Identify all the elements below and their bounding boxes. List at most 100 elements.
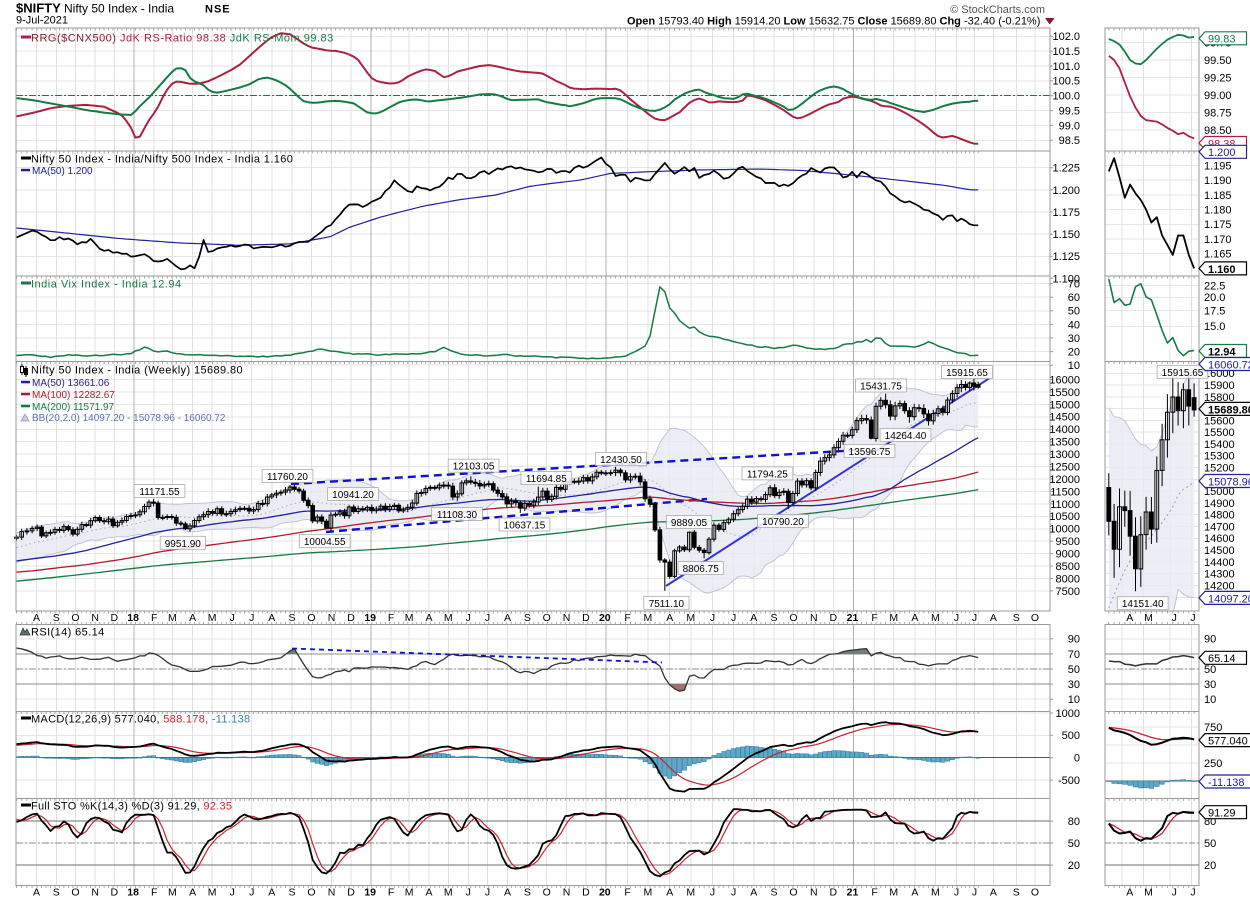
svg-text:M: M bbox=[168, 612, 177, 624]
svg-text:15800: 15800 bbox=[1204, 392, 1235, 404]
svg-text:M: M bbox=[644, 612, 653, 624]
svg-text:15600: 15600 bbox=[1204, 415, 1235, 427]
svg-text:A: A bbox=[425, 887, 432, 899]
svg-text:J: J bbox=[954, 612, 959, 624]
svg-text:20: 20 bbox=[1204, 860, 1216, 872]
svg-text:1.175: 1.175 bbox=[1052, 207, 1080, 219]
svg-text:98.75: 98.75 bbox=[1204, 107, 1232, 119]
svg-text:20: 20 bbox=[599, 887, 611, 899]
svg-text:J: J bbox=[1190, 887, 1195, 899]
svg-text:N: N bbox=[328, 887, 336, 899]
svg-text:MA(50) 13661.06: MA(50) 13661.06 bbox=[32, 378, 110, 389]
svg-text:A: A bbox=[750, 612, 757, 624]
svg-text:65.14: 65.14 bbox=[1208, 653, 1236, 665]
svg-text:J: J bbox=[466, 887, 471, 899]
svg-text:14500: 14500 bbox=[1049, 412, 1080, 424]
svg-text:12430.50: 12430.50 bbox=[600, 455, 642, 466]
svg-text:20.0: 20.0 bbox=[1204, 292, 1225, 304]
svg-text:D: D bbox=[111, 612, 119, 624]
svg-text:F: F bbox=[388, 612, 394, 624]
svg-text:80: 80 bbox=[1068, 816, 1080, 828]
svg-text:O: O bbox=[1031, 887, 1039, 899]
svg-text:O: O bbox=[1031, 612, 1039, 624]
svg-text:1.195: 1.195 bbox=[1204, 160, 1232, 172]
svg-text:© StockCharts.com: © StockCharts.com bbox=[950, 4, 1045, 16]
svg-text:O: O bbox=[307, 887, 315, 899]
svg-text:1.180: 1.180 bbox=[1204, 204, 1232, 216]
svg-text:90: 90 bbox=[1204, 634, 1216, 646]
svg-text:14500: 14500 bbox=[1204, 545, 1235, 557]
svg-text:9000: 9000 bbox=[1056, 548, 1080, 560]
svg-text:D: D bbox=[830, 887, 838, 899]
svg-text:F: F bbox=[871, 887, 877, 899]
svg-text:10000: 10000 bbox=[1049, 524, 1080, 536]
svg-text:O: O bbox=[543, 887, 551, 899]
svg-text:J: J bbox=[249, 887, 254, 899]
svg-text:J: J bbox=[972, 887, 977, 899]
svg-text:1.160: 1.160 bbox=[1208, 264, 1236, 276]
svg-text:17.5: 17.5 bbox=[1204, 306, 1225, 318]
svg-text:20: 20 bbox=[599, 612, 611, 624]
svg-text:98.50: 98.50 bbox=[1204, 125, 1232, 137]
svg-text:9-Jul-2021: 9-Jul-2021 bbox=[16, 14, 68, 26]
svg-text:15900: 15900 bbox=[1204, 380, 1235, 392]
svg-text:Full STO %K(14,3) %D(3) 91.29,: Full STO %K(14,3) %D(3) 91.29, 92.35 bbox=[31, 800, 232, 812]
svg-text:Nifty 50 Index - India/Nifty 5: Nifty 50 Index - India/Nifty 500 Index -… bbox=[31, 153, 293, 165]
svg-text:F: F bbox=[388, 887, 394, 899]
svg-text:7511.10: 7511.10 bbox=[649, 599, 685, 610]
svg-text:BB(20,2.0) 14097.20 - 15078.96: BB(20,2.0) 14097.20 - 15078.96 - 16060.7… bbox=[32, 413, 226, 424]
svg-text:MA(200) 11571.97: MA(200) 11571.97 bbox=[32, 402, 115, 413]
svg-text:M: M bbox=[444, 612, 453, 624]
svg-text:J: J bbox=[710, 887, 715, 899]
svg-text:India Vix Index - India 12.94: India Vix Index - India 12.94 bbox=[31, 278, 182, 290]
svg-text:1.170: 1.170 bbox=[1204, 234, 1232, 246]
svg-text:N: N bbox=[91, 612, 99, 624]
svg-text:9500: 9500 bbox=[1056, 536, 1080, 548]
svg-text:F: F bbox=[871, 612, 877, 624]
svg-text:30: 30 bbox=[1068, 679, 1080, 691]
svg-text:20: 20 bbox=[1068, 860, 1080, 872]
svg-text:1.200: 1.200 bbox=[1052, 185, 1080, 197]
svg-text:15500: 15500 bbox=[1204, 427, 1235, 439]
svg-text:O: O bbox=[543, 612, 551, 624]
svg-text:D: D bbox=[111, 887, 119, 899]
svg-text:MA(100) 12282.67: MA(100) 12282.67 bbox=[32, 390, 115, 401]
svg-text:11108.30: 11108.30 bbox=[437, 510, 478, 521]
svg-text:9951.90: 9951.90 bbox=[165, 539, 202, 550]
svg-text:A: A bbox=[33, 887, 40, 899]
svg-text:S: S bbox=[770, 612, 777, 624]
svg-text:M: M bbox=[686, 887, 695, 899]
svg-text:M: M bbox=[889, 887, 898, 899]
svg-text:14400: 14400 bbox=[1204, 557, 1235, 569]
svg-text:60: 60 bbox=[1068, 292, 1080, 304]
svg-text:15431.75: 15431.75 bbox=[860, 382, 902, 393]
svg-text:99.0: 99.0 bbox=[1059, 120, 1080, 132]
svg-text:1.225: 1.225 bbox=[1052, 163, 1080, 175]
svg-text:19: 19 bbox=[364, 612, 376, 624]
svg-text:15000: 15000 bbox=[1204, 486, 1235, 498]
svg-text:14600: 14600 bbox=[1204, 533, 1235, 545]
svg-text:99.25: 99.25 bbox=[1204, 72, 1232, 84]
svg-text:16000: 16000 bbox=[1049, 374, 1080, 386]
svg-text:J: J bbox=[954, 887, 959, 899]
svg-text:11171.55: 11171.55 bbox=[139, 487, 180, 498]
svg-text:101.5: 101.5 bbox=[1052, 46, 1080, 58]
svg-text:14700: 14700 bbox=[1204, 521, 1235, 533]
svg-text:N: N bbox=[563, 612, 571, 624]
svg-text:S: S bbox=[53, 887, 60, 899]
svg-text:19: 19 bbox=[364, 887, 376, 899]
svg-text:A: A bbox=[666, 887, 673, 899]
svg-text:M: M bbox=[208, 887, 217, 899]
svg-text:1.200: 1.200 bbox=[1208, 147, 1236, 159]
svg-text:250: 250 bbox=[1204, 758, 1222, 770]
svg-text:18: 18 bbox=[127, 887, 139, 899]
svg-text:11500: 11500 bbox=[1050, 486, 1080, 498]
svg-text:M: M bbox=[405, 887, 414, 899]
svg-text:J: J bbox=[485, 612, 490, 624]
svg-text:14264.40: 14264.40 bbox=[885, 431, 927, 442]
svg-text:J: J bbox=[710, 612, 715, 624]
svg-text:0: 0 bbox=[1074, 753, 1080, 765]
svg-text:S: S bbox=[288, 887, 295, 899]
svg-text:J: J bbox=[230, 887, 235, 899]
svg-text:M: M bbox=[208, 612, 217, 624]
